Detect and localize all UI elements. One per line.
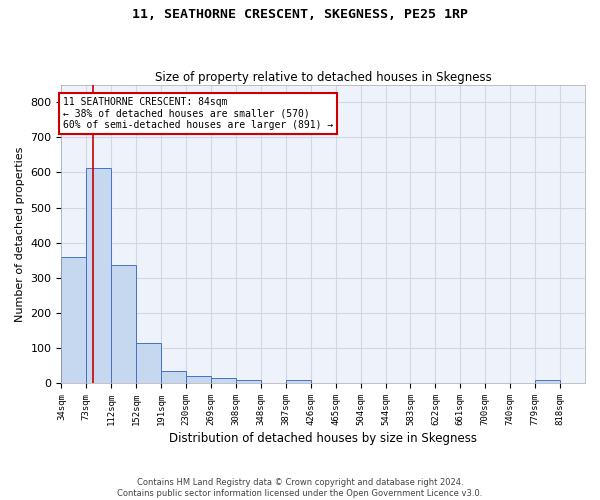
Bar xyxy=(111,265,136,383)
Text: Contains HM Land Registry data © Crown copyright and database right 2024.
Contai: Contains HM Land Registry data © Crown c… xyxy=(118,478,482,498)
Bar xyxy=(136,343,161,383)
Y-axis label: Number of detached properties: Number of detached properties xyxy=(15,146,25,322)
Bar xyxy=(161,371,186,383)
Bar xyxy=(286,380,311,383)
Bar xyxy=(535,380,560,383)
Text: 11 SEATHORNE CRESCENT: 84sqm
← 38% of detached houses are smaller (570)
60% of s: 11 SEATHORNE CRESCENT: 84sqm ← 38% of de… xyxy=(62,97,333,130)
Bar xyxy=(236,380,261,383)
Text: 11, SEATHORNE CRESCENT, SKEGNESS, PE25 1RP: 11, SEATHORNE CRESCENT, SKEGNESS, PE25 1… xyxy=(132,8,468,20)
Bar xyxy=(186,376,211,383)
Bar xyxy=(86,168,111,383)
X-axis label: Distribution of detached houses by size in Skegness: Distribution of detached houses by size … xyxy=(169,432,477,445)
Title: Size of property relative to detached houses in Skegness: Size of property relative to detached ho… xyxy=(155,70,491,84)
Bar xyxy=(211,378,236,383)
Bar xyxy=(61,258,86,383)
